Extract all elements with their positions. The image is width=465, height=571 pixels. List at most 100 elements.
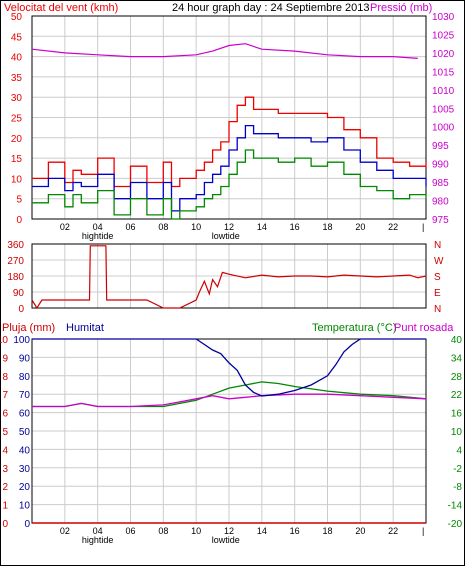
wind-panel-frame — [31, 15, 427, 220]
wind-gust-line — [32, 96, 427, 188]
x-tick-end: | — [422, 222, 424, 232]
x-tick-label: 04 — [93, 222, 103, 232]
x-tick-label: 16 — [290, 526, 300, 536]
rain-axis-label: Pluja (mm) — [2, 322, 55, 334]
temperature-y-tick: 10 — [451, 427, 463, 438]
rain-y-tick: 3 — [2, 464, 8, 475]
tide-label: lowtide — [212, 231, 240, 241]
humidity-axis-label: Humitat — [66, 322, 104, 334]
rain-y-tick: 10 — [0, 335, 8, 346]
compass-y-tick: S — [434, 272, 441, 283]
humidity-y-tick: 30 — [19, 464, 31, 475]
x-tick-label: 04 — [93, 526, 103, 536]
dewpoint-axis-label: Punt rosada — [394, 322, 454, 334]
x-tick-label: 18 — [322, 526, 332, 536]
temperature-y-tick: 40 — [451, 335, 463, 346]
wind-y-tick: 45 — [11, 32, 23, 43]
rain-y-tick: 4 — [2, 445, 8, 456]
temperature-y-tick: -14 — [448, 501, 463, 512]
pressure-y-tick: 1000 — [432, 123, 455, 134]
x-tick-label: 20 — [355, 526, 365, 536]
humidity-y-tick: 0 — [24, 519, 30, 530]
wind-y-tick: 30 — [11, 93, 23, 104]
chart-title: 24 hour graph day : 24 Septiembre 2013 — [172, 2, 370, 14]
tide-label: hightide — [82, 231, 114, 241]
x-tick-label: 16 — [290, 222, 300, 232]
x-tick-label: 10 — [191, 526, 201, 536]
humidity-y-tick: 20 — [19, 482, 31, 493]
humidity-line — [32, 338, 426, 397]
pressure-y-tick: 1010 — [432, 86, 455, 97]
humidity-y-tick: 10 — [19, 501, 31, 512]
direction-y-tick: 270 — [7, 256, 24, 267]
rain-y-tick: 9 — [2, 353, 8, 364]
dewpoint-line — [32, 393, 427, 408]
x-tick-end: | — [422, 526, 424, 536]
rain-y-tick: 5 — [2, 427, 8, 438]
direction-y-tick: 360 — [7, 240, 24, 251]
temperature-axis-label: Temperatura (°C) — [312, 322, 396, 334]
wind-y-tick: 15 — [11, 154, 23, 165]
x-tick-label: 02 — [60, 222, 70, 232]
temperature-y-tick: 4 — [456, 445, 462, 456]
wind-y-tick: 25 — [11, 114, 23, 125]
x-tick-label: 14 — [257, 222, 267, 232]
wind-y-tick: 35 — [11, 73, 23, 84]
pressure-y-tick: 995 — [432, 141, 449, 152]
compass-y-tick: N — [434, 304, 441, 315]
rain-y-tick: 2 — [2, 482, 8, 493]
x-tick-label: 18 — [322, 222, 332, 232]
humidity-y-tick: 70 — [19, 390, 31, 401]
wind-y-tick: 0 — [16, 215, 22, 226]
x-tick-label: 06 — [125, 222, 135, 232]
pressure-y-tick: 975 — [432, 215, 449, 226]
temperature-y-tick: -2 — [453, 464, 462, 475]
x-tick-label: 02 — [60, 526, 70, 536]
rain-y-tick: 8 — [2, 372, 8, 383]
pressure-y-tick: 980 — [432, 197, 449, 208]
x-tick-label: 22 — [388, 222, 398, 232]
pressure-y-tick: 990 — [432, 160, 449, 171]
direction-y-tick: 90 — [13, 288, 25, 299]
x-tick-label: 20 — [355, 222, 365, 232]
wind-low-line — [32, 149, 427, 220]
temperature-y-tick: 22 — [451, 390, 463, 401]
x-tick-label: 06 — [125, 526, 135, 536]
temperature-y-tick: -8 — [453, 482, 462, 493]
wind-y-tick: 40 — [11, 53, 23, 64]
tide-label: lowtide — [212, 535, 240, 545]
rain-y-tick: 7 — [2, 390, 8, 401]
compass-y-tick: E — [434, 288, 441, 299]
pressure-line — [31, 43, 418, 59]
x-tick-label: 08 — [158, 222, 168, 232]
tide-label: hightide — [82, 535, 114, 545]
direction-y-tick: 180 — [7, 272, 24, 283]
humidity-y-tick: 100 — [13, 335, 30, 346]
pressure-y-tick: 1005 — [432, 104, 455, 115]
humidity-y-tick: 90 — [19, 353, 31, 364]
temperature-y-tick: 28 — [451, 372, 463, 383]
rain-y-tick: 0 — [2, 519, 8, 530]
compass-y-tick: W — [434, 256, 444, 267]
humidity-y-tick: 50 — [19, 427, 31, 438]
compass-y-tick: N — [434, 240, 441, 251]
x-tick-label: 14 — [257, 526, 267, 536]
wind-y-tick: 5 — [16, 195, 22, 206]
wind-axis-label: Velocitat del vent (kmh) — [4, 2, 118, 14]
x-tick-label: 22 — [388, 526, 398, 536]
x-tick-label: 12 — [224, 526, 234, 536]
rain-y-tick: 6 — [2, 409, 8, 420]
wind-y-tick: 50 — [11, 12, 23, 23]
wind-y-tick: 20 — [11, 134, 23, 145]
wind-y-tick: 10 — [11, 174, 23, 185]
temperature-y-tick: 16 — [451, 409, 463, 420]
pressure-y-tick: 1015 — [432, 67, 455, 78]
humidity-y-tick: 60 — [19, 409, 31, 420]
humidity-y-tick: 80 — [19, 372, 31, 383]
pressure-y-tick: 1030 — [432, 12, 455, 23]
wind-direction-line — [31, 245, 427, 310]
pressure-y-tick: 1020 — [432, 49, 455, 60]
x-tick-label: 10 — [191, 222, 201, 232]
